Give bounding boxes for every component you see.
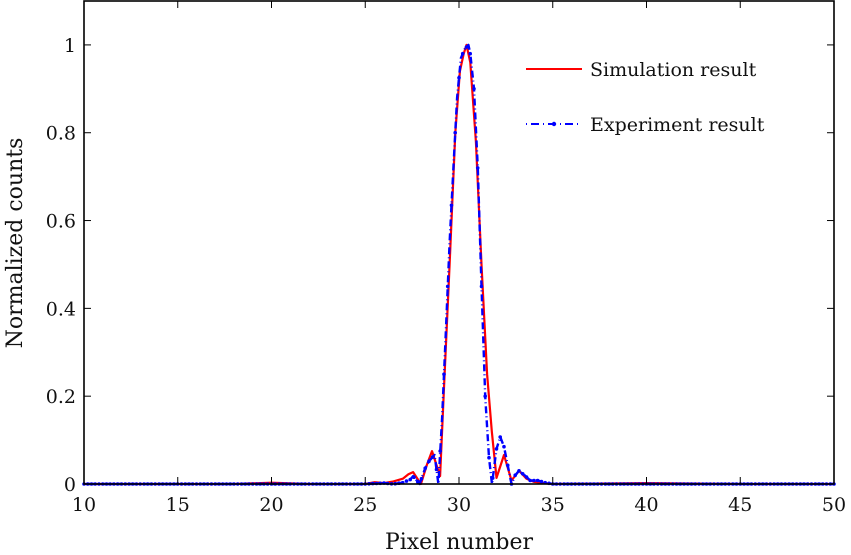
x-tick-label: 50 bbox=[822, 494, 846, 516]
data-point bbox=[449, 203, 454, 207]
data-point bbox=[479, 284, 484, 289]
series-line-simulation bbox=[84, 43, 834, 486]
data-point bbox=[494, 447, 499, 451]
y-tick-label: 0.4 bbox=[46, 298, 76, 320]
y-axis-label: Normalized counts bbox=[3, 138, 28, 349]
x-axis-label: Pixel number bbox=[385, 530, 534, 555]
data-point bbox=[498, 435, 503, 439]
x-tick-label: 20 bbox=[259, 494, 283, 516]
data-point bbox=[517, 469, 521, 473]
data-point bbox=[472, 87, 476, 91]
data-point bbox=[434, 467, 439, 472]
data-point bbox=[460, 51, 465, 56]
legend-label-simulation: Simulation result bbox=[590, 59, 757, 81]
data-point bbox=[404, 479, 409, 483]
data-point bbox=[419, 476, 424, 481]
data-point bbox=[442, 372, 446, 377]
data-point bbox=[423, 466, 428, 471]
y-tick-label: 0.2 bbox=[46, 386, 76, 408]
data-point bbox=[524, 475, 529, 479]
data-point bbox=[475, 166, 480, 170]
data-point bbox=[502, 444, 506, 449]
y-tick-label: 0 bbox=[64, 474, 76, 496]
data-point bbox=[505, 463, 510, 468]
data-point bbox=[464, 45, 469, 49]
y-tick-label: 1 bbox=[64, 35, 76, 57]
legend-marker-experiment bbox=[551, 121, 557, 127]
legend-label-experiment: Experiment result bbox=[590, 114, 765, 136]
data-point bbox=[445, 284, 450, 289]
plot-area bbox=[82, 43, 836, 486]
series-line-experiment bbox=[84, 43, 834, 486]
data-point bbox=[415, 479, 420, 484]
y-tick-label: 0.6 bbox=[46, 211, 76, 233]
data-point bbox=[532, 478, 536, 483]
experiment-markers bbox=[82, 45, 836, 486]
x-tick-label: 35 bbox=[541, 494, 565, 516]
data-point bbox=[457, 76, 461, 80]
data-point bbox=[535, 478, 540, 483]
x-tick-label: 40 bbox=[634, 494, 658, 516]
data-point bbox=[412, 475, 416, 480]
x-tick-label: 45 bbox=[728, 494, 752, 516]
y-tick-label: 0.8 bbox=[46, 123, 76, 145]
x-tick-label: 30 bbox=[447, 494, 471, 516]
data-point bbox=[520, 472, 525, 476]
x-tick-label: 10 bbox=[72, 494, 96, 516]
x-tick-label: 25 bbox=[353, 494, 377, 516]
data-point bbox=[528, 478, 532, 483]
data-point bbox=[513, 473, 517, 478]
data-point bbox=[539, 479, 544, 484]
x-tick-label: 15 bbox=[166, 494, 190, 516]
data-point bbox=[408, 477, 413, 482]
axis-ticks: 10 15 20 25 30 35 40 45 50 0 0.2 0.4 0.6 0.8 1 bbox=[46, 1, 846, 516]
data-point bbox=[468, 51, 473, 56]
data-point bbox=[483, 394, 488, 399]
data-point bbox=[430, 455, 435, 459]
data-point bbox=[487, 455, 491, 460]
data-point bbox=[427, 459, 431, 464]
data-point bbox=[438, 449, 443, 453]
legend: Simulation result Experiment result bbox=[526, 59, 765, 136]
data-point bbox=[490, 476, 495, 480]
data-point bbox=[453, 130, 458, 135]
